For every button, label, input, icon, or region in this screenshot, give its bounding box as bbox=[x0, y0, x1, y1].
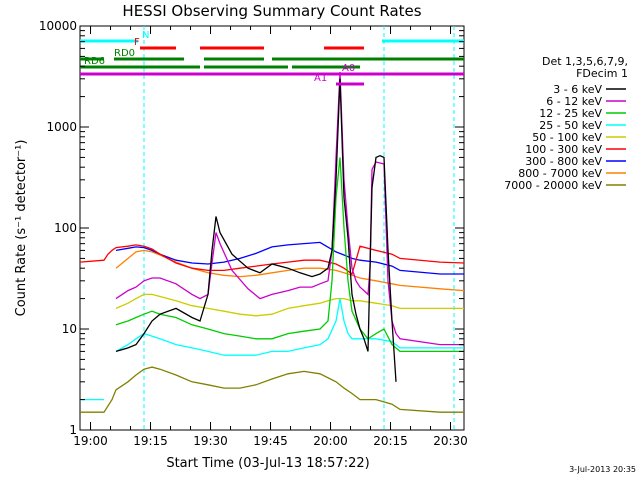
legend-label-12-25-kev: 12 - 25 keV bbox=[539, 107, 602, 120]
flag-label-n: N bbox=[142, 30, 149, 41]
series-line-100-300-kev-0 bbox=[79, 244, 465, 276]
flag-label-f: F bbox=[134, 37, 140, 48]
legend-label-100-300-kev: 100 - 300 keV bbox=[525, 143, 602, 156]
y-tick-label-3: 1000 bbox=[46, 120, 77, 134]
series-line-25-50-kev-1 bbox=[115, 298, 464, 356]
series-line-12-25-kev-0 bbox=[115, 157, 464, 353]
series-layer bbox=[79, 26, 465, 430]
series-line-7000-20000-kev-0 bbox=[80, 366, 464, 413]
legend-label-3-6-kev: 3 - 6 keV bbox=[553, 83, 602, 96]
x-tick-label-2: 19:30 bbox=[193, 434, 228, 448]
x-tick-label-6: 20:30 bbox=[433, 434, 468, 448]
legend-label-25-50-kev: 25 - 50 keV bbox=[539, 119, 602, 132]
legend-label-50-100-kev: 50 - 100 keV bbox=[532, 131, 602, 144]
flag-label-a0: A0 bbox=[342, 63, 355, 74]
legend-label-300-800-kev: 300 - 800 keV bbox=[525, 155, 602, 168]
x-tick-label-0: 19:00 bbox=[73, 434, 108, 448]
legend-label-7000-20000-kev: 7000 - 20000 keV bbox=[504, 179, 602, 192]
x-tick-label-4: 20:00 bbox=[313, 434, 348, 448]
x-tick-label-3: 19:45 bbox=[253, 434, 288, 448]
legend-header-0: Det 1,3,5,6,7,9, bbox=[542, 55, 628, 68]
series-line-300-800-kev-0 bbox=[115, 241, 464, 275]
y-tick-label-2: 100 bbox=[54, 221, 77, 235]
series-line-6-12-kev-0 bbox=[115, 71, 464, 346]
timestamp: 3-Jul-2013 20:35 bbox=[569, 465, 636, 474]
flag-label-rd0: RD0 bbox=[114, 48, 135, 59]
y-tick-label-0: 1 bbox=[69, 423, 77, 437]
y-tick-label-1: 10 bbox=[62, 322, 77, 336]
legend-label-800-7000-kev: 800 - 7000 keV bbox=[518, 167, 602, 180]
chart-title: HESSI Observing Summary Count Rates bbox=[122, 2, 421, 20]
series-line-3-6-kev-0 bbox=[115, 78, 397, 382]
y-axis-label: Count Rate (s⁻¹ detector⁻¹) bbox=[14, 140, 29, 317]
flag-label-a1: A1 bbox=[314, 73, 327, 84]
series-line-50-100-kev-0 bbox=[115, 293, 464, 317]
x-axis-label: Start Time (03-Jul-13 18:57:22) bbox=[166, 456, 369, 471]
flag-label-rd6: RD6 bbox=[84, 56, 105, 67]
plot-frame bbox=[79, 25, 465, 431]
y-tick-label-4: 10000 bbox=[39, 19, 77, 33]
legend-header-1: FDecim 1 bbox=[576, 67, 628, 80]
x-tick-label-1: 19:15 bbox=[133, 434, 168, 448]
x-tick-label-5: 20:15 bbox=[373, 434, 408, 448]
series-line-800-7000-kev-0 bbox=[115, 249, 465, 292]
legend-label-6-12-kev: 6 - 12 keV bbox=[546, 95, 602, 108]
axis-layer: 19:00 19:15 19:30 19:45 20:00 20:15 20:30 1 10 10… bbox=[39, 19, 468, 448]
